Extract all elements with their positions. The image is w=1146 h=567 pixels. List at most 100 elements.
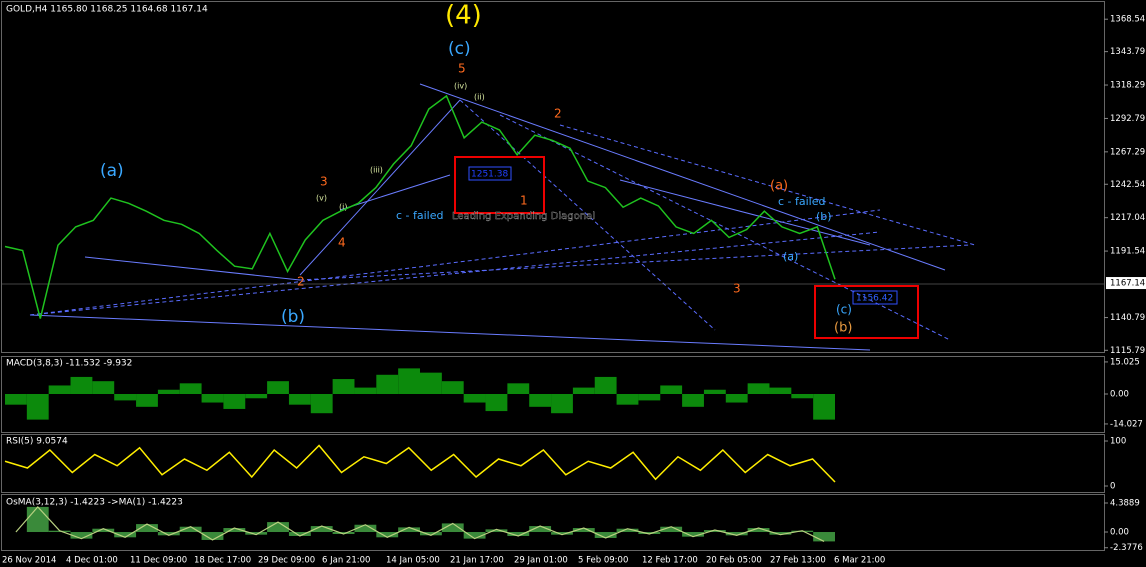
y-tick-label: 1292.79 xyxy=(1110,114,1145,124)
price-tag xyxy=(852,290,898,305)
indicator-label: RSI(5) 9.0574 xyxy=(6,437,68,447)
macd-bar xyxy=(747,383,770,394)
price-line-series xyxy=(4,94,836,319)
y-tick-label: 0.00 xyxy=(1110,390,1129,400)
macd-bar xyxy=(638,394,661,401)
macd-bar xyxy=(594,376,617,394)
y-tick-label: 1191.54 xyxy=(1110,247,1145,257)
osma-bar xyxy=(70,532,93,539)
sub-wave: (iii) xyxy=(370,166,383,175)
osma-bar xyxy=(332,532,355,534)
macd-bar xyxy=(376,374,399,394)
osma-bar xyxy=(638,532,661,534)
sub-wave: (i) xyxy=(339,203,347,212)
x-tick-label: 29 Jan 01:00 xyxy=(514,556,568,566)
y-tick-label: 15.025 xyxy=(1110,357,1140,367)
y-tick-label: 1267.29 xyxy=(1110,147,1145,157)
trend-lines xyxy=(29,83,976,351)
y-tick-label: 1217.04 xyxy=(1110,213,1145,223)
osma-bar xyxy=(485,529,508,533)
osma-bar xyxy=(703,530,726,533)
osma-bar xyxy=(136,524,158,533)
wave-label: (4) xyxy=(445,1,482,31)
osma-bar xyxy=(310,526,333,533)
macd-bar xyxy=(92,381,115,394)
osma-bar xyxy=(267,522,289,533)
y-tick-label: -14.027 xyxy=(1110,419,1143,429)
osma-bar xyxy=(725,532,748,536)
x-tick-label: 12 Feb 17:00 xyxy=(642,556,698,566)
osma-bar xyxy=(572,528,595,533)
wave-label: 2 xyxy=(297,275,305,289)
macd-bar xyxy=(703,389,726,394)
osma-bar xyxy=(463,532,486,539)
y-tick-label: -2.3776 xyxy=(1110,543,1143,553)
osma-bar xyxy=(660,526,683,533)
macd-bar xyxy=(48,385,71,394)
macd-bar xyxy=(463,394,486,403)
osma-bar xyxy=(441,523,464,533)
macd-bar xyxy=(616,394,639,405)
y-tick-label: 1140.79 xyxy=(1110,313,1145,323)
osma-bar xyxy=(157,532,180,536)
macd-bar xyxy=(529,394,552,407)
wave-label: c - failed xyxy=(778,195,826,208)
macd-bar xyxy=(507,383,530,394)
osma-bar xyxy=(813,532,835,542)
macd-bar xyxy=(441,381,464,394)
y-tick-label: 1368.54 xyxy=(1110,15,1145,25)
y-tick-label: 100 xyxy=(1110,437,1126,447)
osma-bar xyxy=(114,532,137,538)
osma-bar xyxy=(92,528,115,533)
osma-bar xyxy=(420,532,442,536)
wave-label: 3 xyxy=(733,282,741,296)
macd-bar xyxy=(5,394,27,405)
macd-bar xyxy=(791,394,814,399)
rsi-line xyxy=(4,444,836,483)
macd-bar xyxy=(354,387,377,394)
macd-bar xyxy=(201,394,224,403)
y-tick-label: 1318.29 xyxy=(1110,81,1145,91)
price-tag xyxy=(468,166,512,181)
macd-bar xyxy=(551,394,573,414)
wave-label: (c) xyxy=(448,39,471,59)
osma-bar xyxy=(616,528,639,533)
osma-bar xyxy=(201,532,224,540)
wave-label: 4 xyxy=(338,236,346,250)
osma-bar xyxy=(245,532,268,535)
osma-bar xyxy=(551,532,573,535)
panel-borders xyxy=(1,1,1105,551)
macd-bar xyxy=(572,387,595,394)
x-tick-label: 14 Jan 05:00 xyxy=(386,556,440,566)
macd-bar xyxy=(157,389,180,394)
y-tick-label: 0.00 xyxy=(1110,528,1129,538)
macd-bar xyxy=(485,394,508,412)
x-tick-label: 27 Feb 13:00 xyxy=(770,556,826,566)
current-price-box xyxy=(1106,277,1146,290)
y-tick-label: 1242.54 xyxy=(1110,180,1145,190)
wave-label: (b) xyxy=(834,321,852,336)
wave-label: (b) xyxy=(281,307,305,327)
osma-bar xyxy=(594,532,617,538)
x-tick-label: 5 Feb 09:00 xyxy=(578,556,628,566)
macd-bar xyxy=(288,394,311,405)
macd-bar xyxy=(26,394,49,420)
current-price: 1167.14 xyxy=(1110,279,1145,289)
indicator-label: OsMA(3,12,3) -1.4223 ->MA(1) -1.4223 xyxy=(6,498,183,508)
sub-wave: (v) xyxy=(316,194,327,203)
x-tick-label: 6 Mar 21:00 xyxy=(834,556,885,566)
x-tick-label: 26 Nov 2014 xyxy=(2,556,56,566)
macd-bar xyxy=(267,381,289,394)
osma-bar xyxy=(529,526,552,533)
osma-bar xyxy=(682,532,704,537)
macd-bar xyxy=(179,383,202,394)
x-tick-label: 29 Dec 09:00 xyxy=(258,556,315,566)
macd-bar xyxy=(769,387,792,394)
osma-bar xyxy=(747,528,770,533)
macd-bar xyxy=(310,394,333,414)
osma-bar xyxy=(179,526,202,533)
wave-label: 3 xyxy=(320,175,328,189)
header: GOLD,H4 1165.80 1168.25 1164.68 1167.14 xyxy=(6,5,208,15)
